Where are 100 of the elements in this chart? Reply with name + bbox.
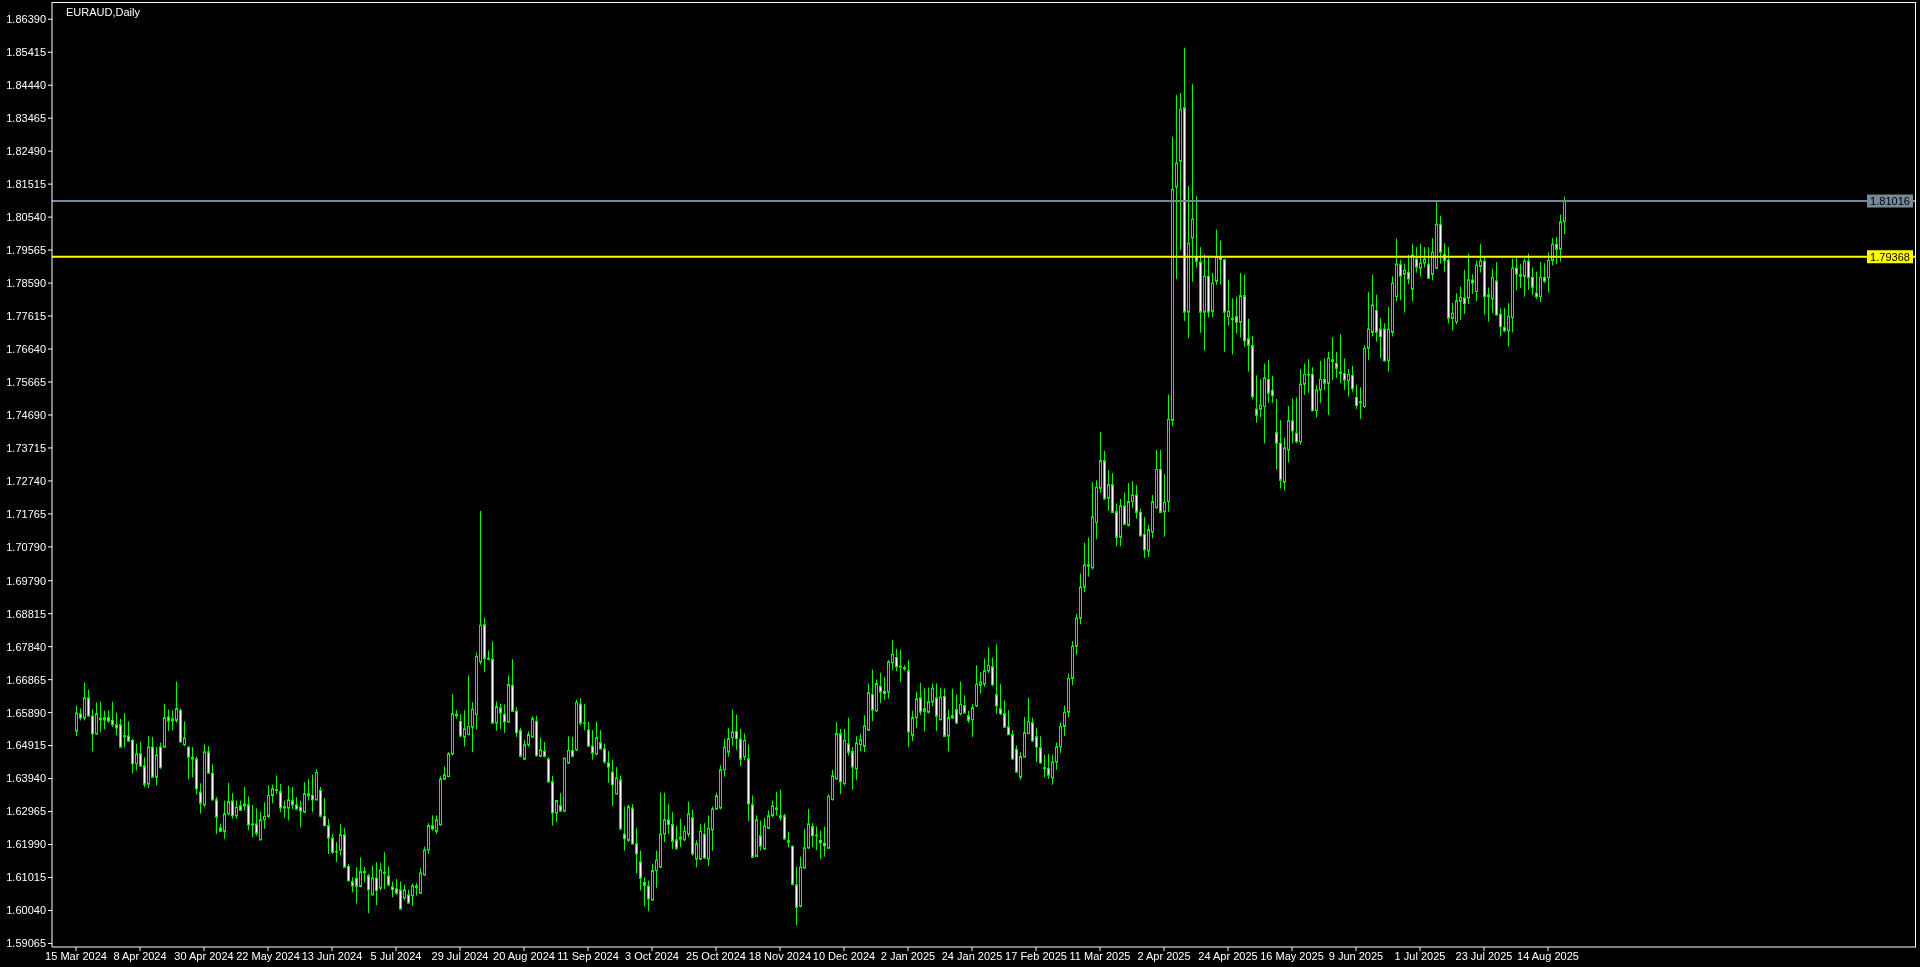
candlestick: [1527, 253, 1530, 291]
candlestick: [1339, 333, 1342, 384]
candlestick: [995, 643, 998, 715]
candlestick: [383, 851, 386, 890]
y-tick-label: 1.68815: [6, 607, 46, 620]
candlestick: [591, 729, 594, 761]
candlestick: [359, 856, 362, 888]
candlestick: [675, 825, 678, 851]
candlestick: [1427, 246, 1430, 280]
y-tick-label: 1.66865: [6, 673, 46, 686]
candlestick: [1043, 754, 1046, 778]
y-tick-label: 1.75665: [6, 375, 46, 388]
x-tick-label: 2 Jan 2025: [880, 949, 936, 962]
x-tick-label: 25 Oct 2024: [686, 949, 746, 962]
candlestick: [119, 718, 122, 749]
y-tick-label: 1.72740: [6, 474, 46, 487]
candlestick: [1419, 243, 1422, 278]
candlestick: [411, 882, 414, 907]
candlestick: [1267, 359, 1270, 404]
candlestick: [1463, 269, 1466, 315]
candlestick: [971, 703, 974, 738]
candlestick: [927, 687, 930, 715]
x-tick-label: 11 Sep 2024: [557, 949, 619, 962]
candlestick: [259, 811, 262, 841]
y-tick-label: 1.63940: [6, 772, 46, 785]
candlestick: [327, 818, 330, 855]
candlestick: [731, 709, 734, 746]
candlestick: [639, 850, 642, 892]
candlestick: [387, 866, 390, 887]
candlestick: [467, 674, 470, 736]
candlestick: [1047, 753, 1050, 780]
candlestick: [895, 648, 898, 672]
candlestick: [111, 701, 114, 728]
candlestick: [955, 693, 958, 725]
candlestick: [287, 785, 290, 821]
candlestick: [75, 705, 78, 737]
candlestick: [1255, 374, 1258, 424]
x-tick-label: 15 Mar 2024: [45, 949, 107, 962]
candlestick: [499, 703, 502, 730]
candlestick: [379, 862, 382, 892]
candlestick: [255, 807, 258, 837]
candlestick: [923, 688, 926, 732]
candlestick: [671, 811, 674, 850]
x-tick-label: 20 Aug 2024: [493, 949, 555, 962]
x-tick-label: 13 Jun 2024: [301, 949, 363, 962]
candlestick: [95, 701, 98, 736]
candlestick: [275, 775, 278, 795]
y-tick-label: 1.70790: [6, 540, 46, 553]
candlestick: [739, 728, 742, 767]
candlestick: [459, 713, 462, 738]
candlestick: [983, 657, 986, 688]
x-tick-label: 16 May 2025: [1260, 949, 1324, 962]
candlestick: [1335, 351, 1338, 379]
candlestick: [99, 700, 102, 733]
x-tick-label: 8 Apr 2024: [113, 949, 167, 962]
y-tick-label: 1.65890: [6, 706, 46, 719]
y-tick-label: 1.73715: [6, 441, 46, 454]
candlestick: [1235, 296, 1238, 334]
candlestick: [899, 649, 902, 683]
y-tick-label: 1.76640: [6, 342, 46, 355]
candlestick: [783, 813, 786, 841]
candlestick: [123, 712, 126, 748]
candlestick: [811, 822, 814, 848]
y-tick-label: 1.77615: [6, 309, 46, 322]
candlestick: [311, 774, 314, 813]
y-tick-label: 1.74690: [6, 408, 46, 421]
candlestick: [279, 783, 282, 813]
candlestick: [1163, 473, 1166, 538]
candlestick: [919, 682, 922, 716]
x-tick-label: 2 Apr 2025: [1137, 949, 1191, 962]
x-tick-label: 30 Apr 2024: [174, 949, 234, 962]
y-tick-label: 1.86390: [6, 13, 46, 26]
x-tick-label: 24 Jan 2025: [941, 949, 1003, 962]
x-tick-label: 17 Feb 2025: [1005, 949, 1067, 962]
candlestick: [135, 743, 138, 771]
y-tick-label: 1.83465: [6, 112, 46, 125]
candlestick: [1519, 263, 1522, 289]
candlestick: [1503, 307, 1506, 333]
candlestick: [607, 750, 610, 784]
candlestick: [851, 746, 854, 791]
candlestick: [291, 786, 294, 810]
candlestick: [1403, 263, 1406, 313]
y-tick-label: 1.61990: [6, 838, 46, 851]
candlestick: [1323, 357, 1326, 391]
chart-title: EURAUD,Daily: [66, 6, 140, 18]
candlestick: [815, 826, 818, 851]
y-tick-label: 1.78590: [6, 276, 46, 289]
x-tick-label: 1 Jul 2025: [1394, 949, 1446, 962]
candlestick: [1523, 258, 1526, 298]
candlestick: [643, 876, 646, 907]
candlestick: [1343, 357, 1346, 391]
candlestick: [1259, 378, 1262, 418]
x-tick-label: 22 May 2024: [236, 949, 300, 962]
y-tick-label: 1.82490: [6, 145, 46, 158]
candlestick: [223, 800, 226, 840]
y-tick-label: 1.61015: [6, 871, 46, 884]
y-tick-label: 1.81515: [6, 178, 46, 191]
candlestick: [583, 703, 586, 731]
candlestick: [1455, 292, 1458, 325]
x-tick-label: 14 Aug 2025: [1517, 949, 1579, 962]
